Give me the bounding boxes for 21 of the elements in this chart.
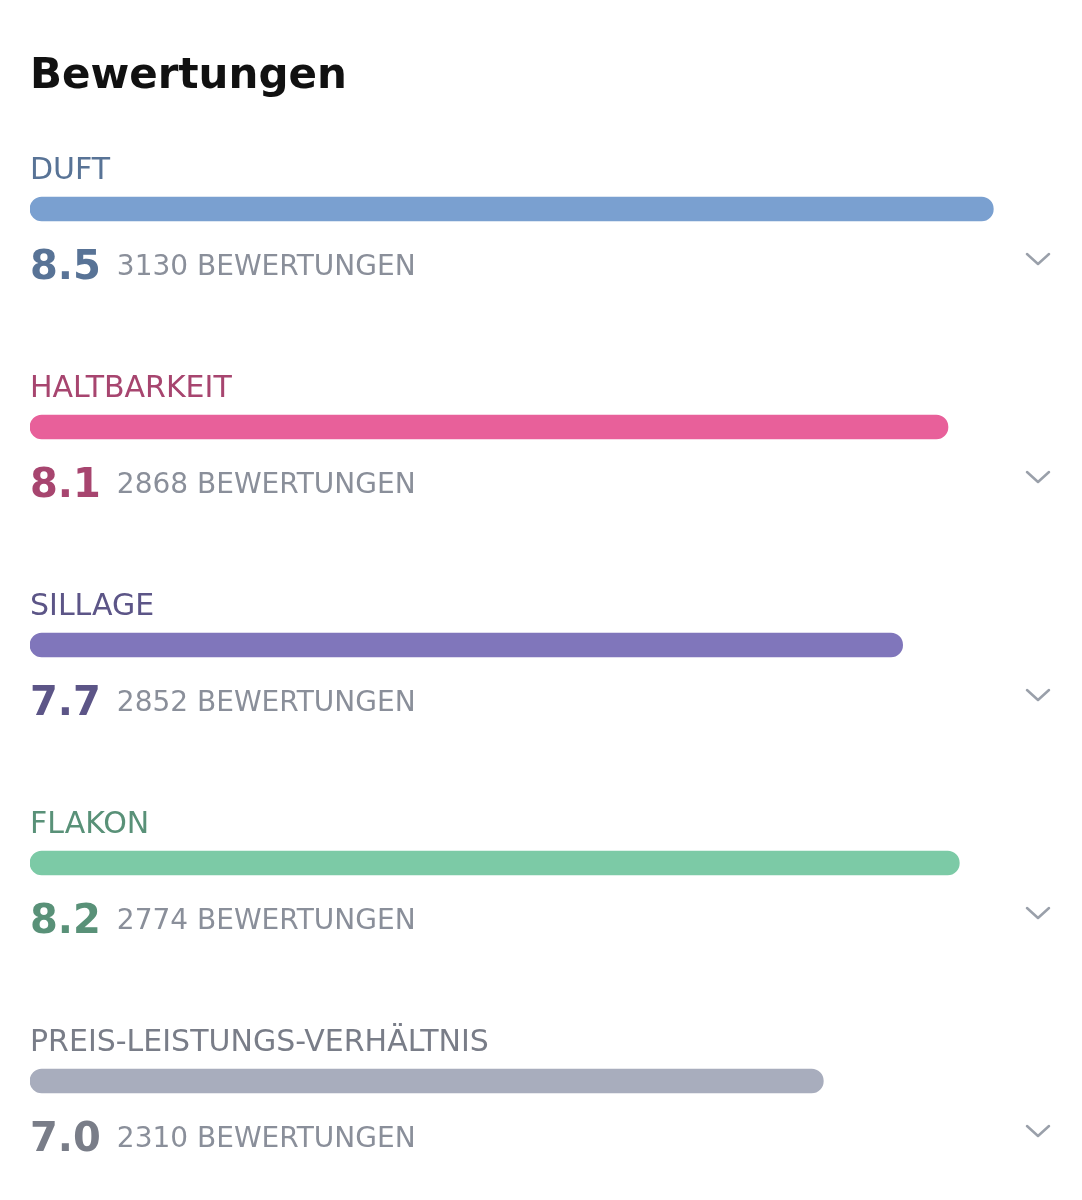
data-label: 8.5 xyxy=(30,242,101,288)
bar xyxy=(30,850,960,876)
annotation: 2774 BEWERTUNGEN xyxy=(116,903,416,936)
annotation: 2852 BEWERTUNGEN xyxy=(116,685,416,718)
bar xyxy=(30,632,903,658)
y-tick-label: DUFT xyxy=(30,151,111,186)
y-tick-label: PREIS-LEISTUNGS-VERHÄLTNIS xyxy=(30,1023,489,1058)
data-label: 7.7 xyxy=(30,678,101,724)
data-label: 8.2 xyxy=(30,896,101,942)
annotation: 2868 BEWERTUNGEN xyxy=(116,467,416,500)
chart-title: Bewertungen xyxy=(30,49,347,98)
bar xyxy=(30,196,994,222)
annotation: 2310 BEWERTUNGEN xyxy=(116,1121,416,1154)
annotation: 3130 BEWERTUNGEN xyxy=(116,249,416,282)
data-label: 7.0 xyxy=(30,1114,101,1160)
bar xyxy=(30,1068,824,1094)
y-tick-label: FLAKON xyxy=(30,805,150,840)
y-tick-label: HALTBARKEIT xyxy=(30,369,233,404)
y-tick-label: SILLAGE xyxy=(30,587,155,622)
data-label: 8.1 xyxy=(30,460,101,506)
bar xyxy=(30,414,949,440)
